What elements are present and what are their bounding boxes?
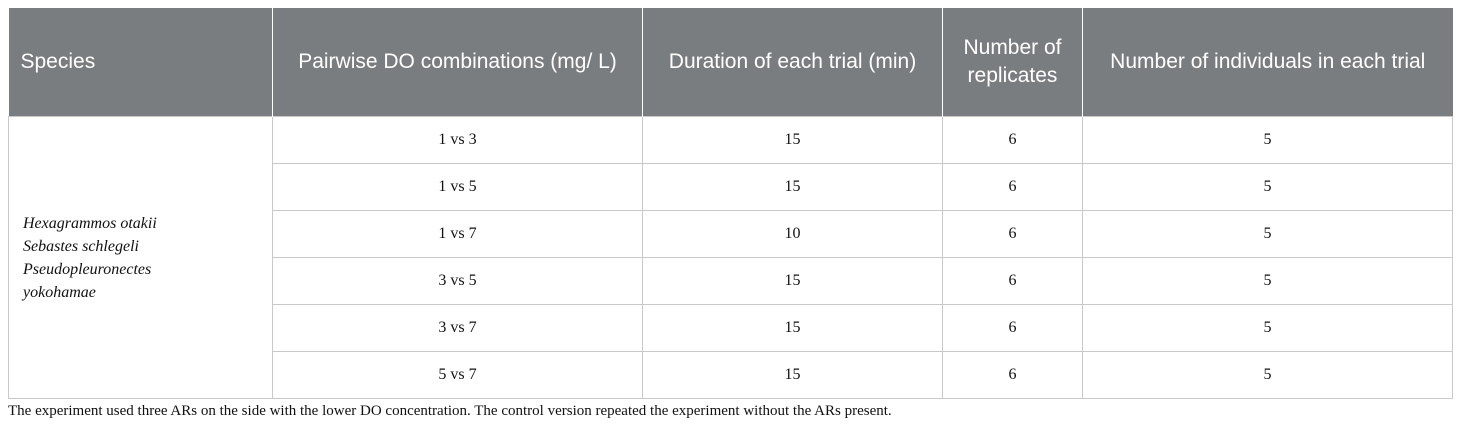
cell-individuals: 5	[1082, 116, 1453, 164]
cell-combination: 1 vs 5	[272, 163, 643, 211]
cell-combination: 3 vs 7	[272, 304, 643, 352]
species-name: Pseudopleuronectes	[23, 260, 152, 278]
cell-replicates: 6	[942, 210, 1083, 258]
species-cell: Hexagrammos otakii Sebastes schlegeli Ps…	[8, 116, 273, 399]
cell-replicates: 6	[942, 351, 1083, 399]
cell-combination: 3 vs 5	[272, 257, 643, 305]
cell-combination: 1 vs 3	[272, 116, 643, 164]
header-duration: Duration of each trial (min)	[642, 8, 943, 117]
cell-duration: 15	[642, 257, 943, 305]
table-row: 3 vs 7 15 6 5	[9, 304, 1453, 352]
header-do-combinations: Pairwise DO combinations (mg/ L)	[272, 8, 643, 117]
cell-individuals: 5	[1082, 257, 1453, 305]
cell-combination: 5 vs 7	[272, 351, 643, 399]
header-individuals: Number of individuals in each trial	[1082, 8, 1453, 117]
table-footnote: The experiment used three ARs on the sid…	[8, 403, 892, 419]
species-name: Hexagrammos otakii	[23, 214, 157, 232]
species-name: Sebastes schlegeli	[23, 237, 139, 255]
cell-replicates: 6	[942, 304, 1083, 352]
cell-duration: 15	[642, 304, 943, 352]
cell-duration: 15	[642, 163, 943, 211]
table-row: 5 vs 7 15 6 5	[9, 351, 1453, 399]
header-row: Species Pairwise DO combinations (mg/ L)…	[8, 8, 1453, 117]
table-row: Hexagrammos otakii Sebastes schlegeli Ps…	[8, 116, 1453, 399]
data-table-container: Species Pairwise DO combinations (mg/ L)…	[8, 8, 1453, 399]
cell-replicates: 6	[942, 116, 1083, 164]
cell-replicates: 6	[942, 163, 1083, 211]
cell-duration: 15	[642, 116, 943, 164]
cell-individuals: 5	[1082, 210, 1453, 258]
cell-replicates: 6	[942, 257, 1083, 305]
cell-combination: 1 vs 7	[272, 210, 643, 258]
header-replicates: Number of replicates	[942, 8, 1083, 117]
cell-individuals: 5	[1082, 351, 1453, 399]
cell-duration: 10	[642, 210, 943, 258]
cell-individuals: 5	[1082, 163, 1453, 211]
data-table: Species Pairwise DO combinations (mg/ L)…	[8, 8, 1453, 399]
cell-duration: 15	[642, 351, 943, 399]
header-species: Species	[8, 8, 273, 117]
cell-individuals: 5	[1082, 304, 1453, 352]
species-name: yokohamae	[23, 283, 96, 301]
